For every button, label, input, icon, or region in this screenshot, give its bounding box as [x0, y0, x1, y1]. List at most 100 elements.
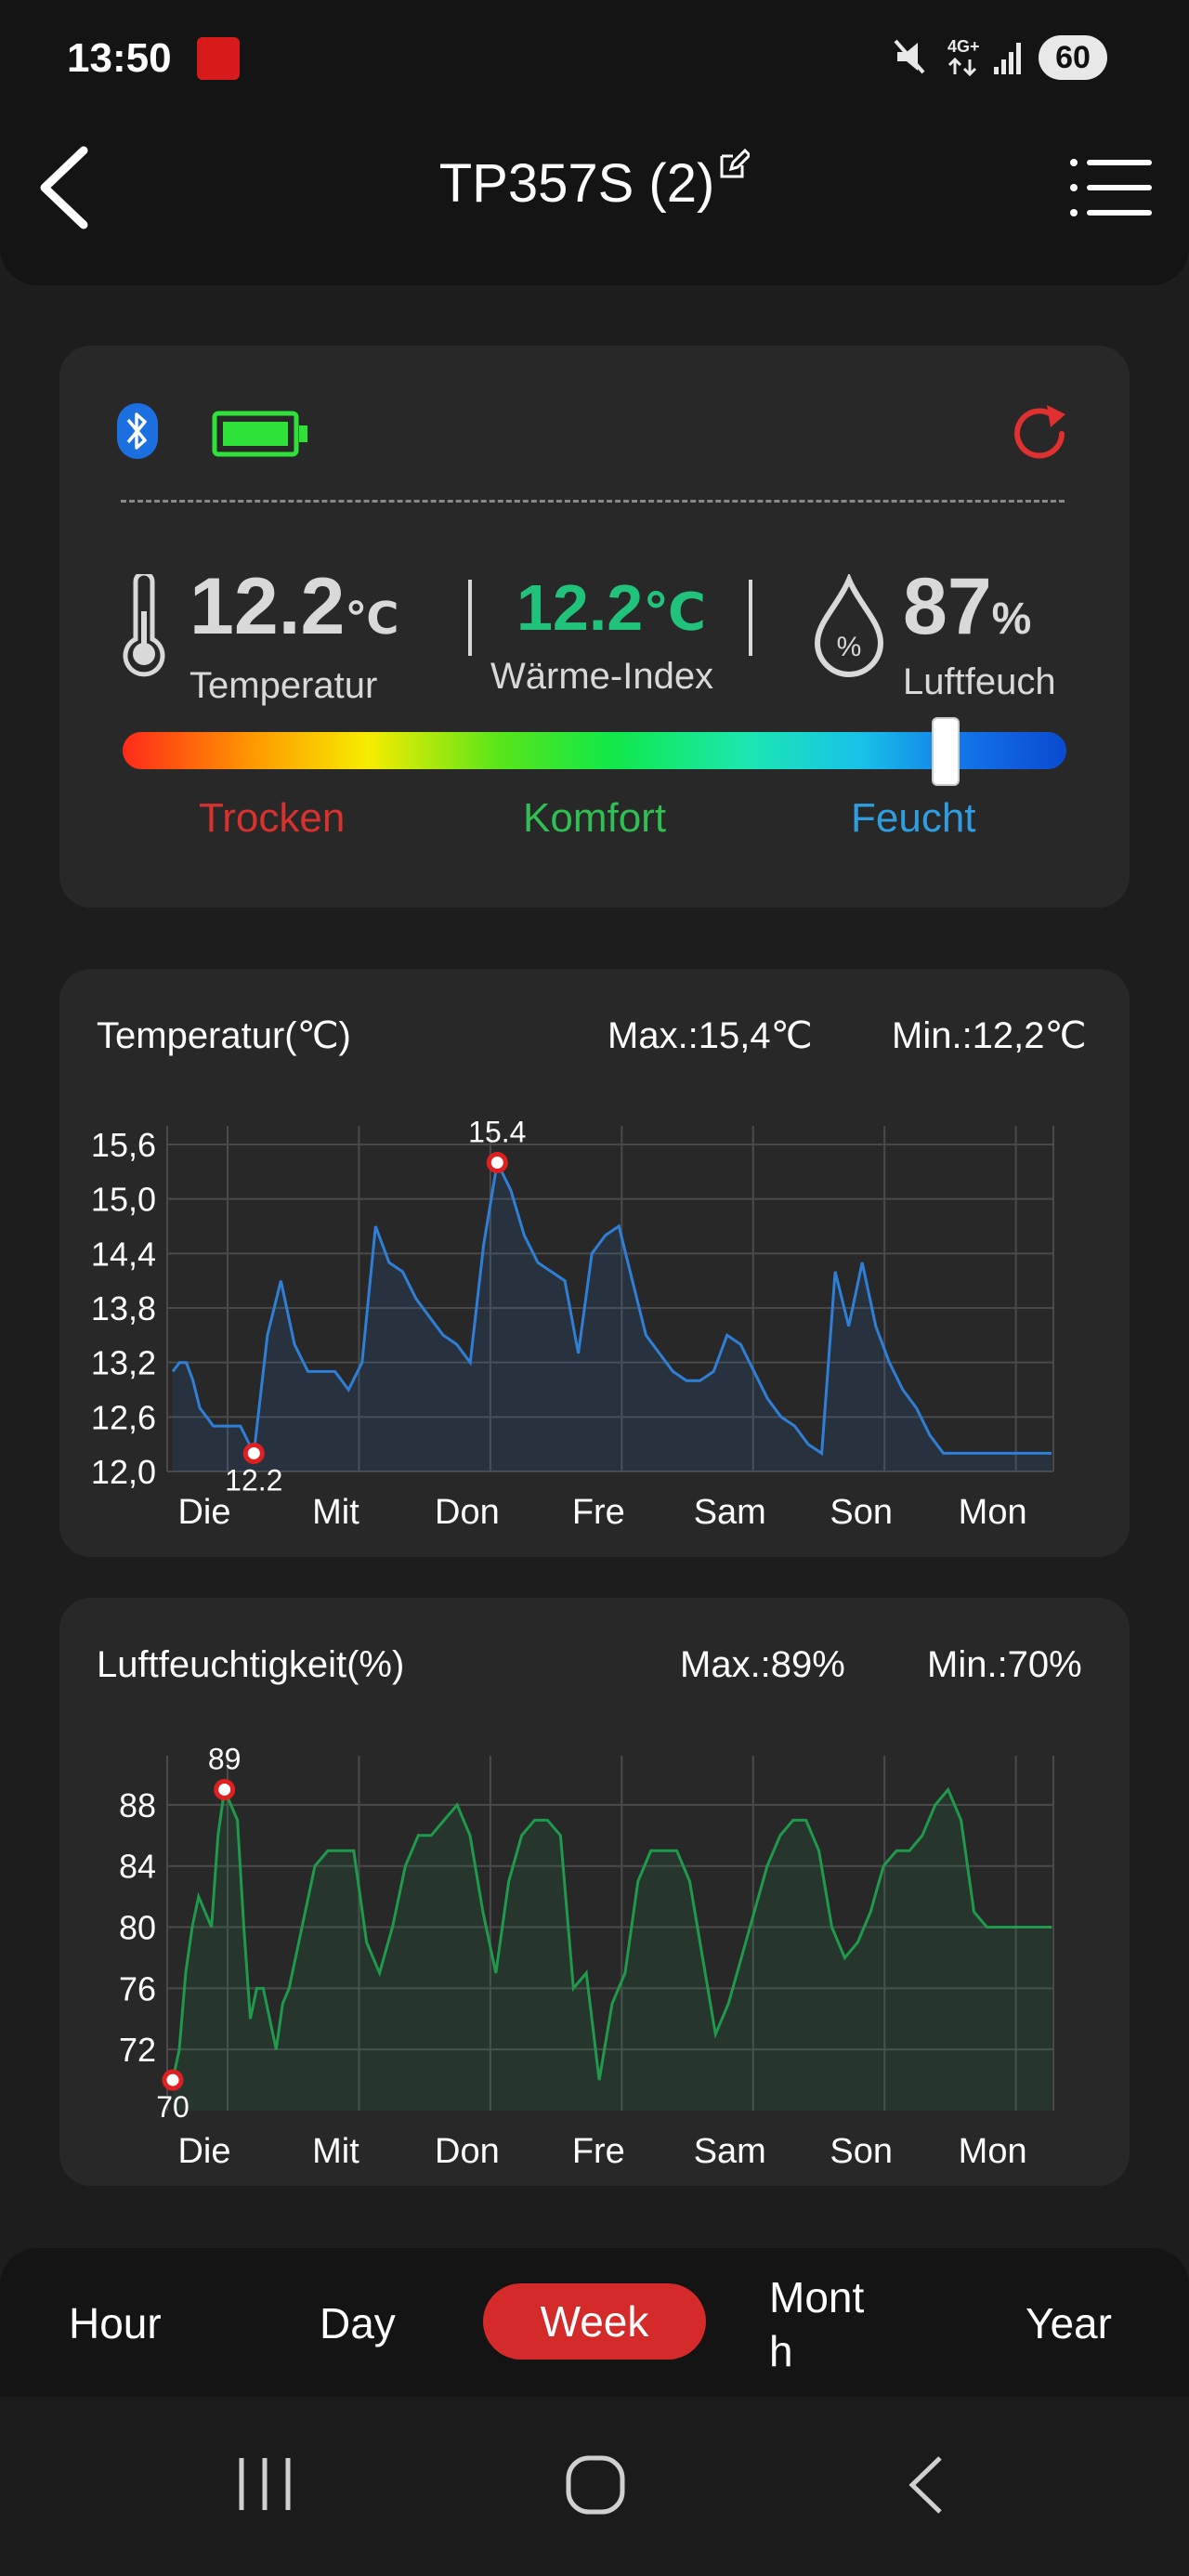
x-tick-label: Fre: [572, 1493, 625, 1532]
back-button[interactable]: [28, 139, 102, 232]
y-tick-label: 76: [119, 1969, 156, 2007]
temperature-unit: ℃: [345, 595, 399, 644]
refresh-icon: [1014, 405, 1065, 459]
temp-max-marker: [486, 1152, 508, 1174]
thermometer-icon: [123, 574, 165, 677]
temp-chart-max: Max.:15,4℃: [608, 1015, 813, 1056]
humidity-value: 87: [903, 562, 992, 651]
y-tick-label: 15,6: [91, 1126, 156, 1164]
hum-chart-max: Max.:89%: [680, 1644, 845, 1685]
heat-index-reading: 12.2℃: [516, 570, 706, 645]
x-tick-label: Mit: [312, 2132, 359, 2171]
temp-chart-title: Temperatur(℃): [97, 1015, 351, 1056]
y-tick-label: 88: [119, 1786, 156, 1824]
temp-min-marker: [242, 1442, 265, 1464]
temperature-chart: 15,6 15,0 14,4 13,8 13,2 12,6 12,0 Die Mit Don Fre…: [91, 1116, 1054, 1532]
page-title[interactable]: TP357S (2): [0, 149, 1189, 215]
edit-icon[interactable]: [718, 149, 751, 180]
humidity-chart-card: [59, 1598, 1130, 2186]
hum-area: [173, 1789, 1052, 2111]
recent-apps-button[interactable]: [232, 2452, 297, 2517]
humidity-chart: 88 84 80 76 72 Die Mit Don Fre Sam Son Mon 89 70: [119, 1742, 1054, 2171]
menu-list-icon: [1070, 159, 1152, 216]
recent-apps-icon: [239, 2458, 291, 2510]
menu-button[interactable]: [1066, 153, 1156, 223]
tab-hour[interactable]: Hour: [69, 2299, 162, 2347]
status-time: 13:50: [67, 35, 172, 81]
x-tick-label: Don: [435, 1493, 500, 1532]
chevron-left-icon: [40, 146, 88, 229]
zone-dry-label: Trocken: [199, 795, 346, 841]
temperature-value: 12.2: [189, 562, 346, 651]
y-tick-label: 15,0: [91, 1181, 156, 1219]
tab-week[interactable]: Week: [483, 2283, 706, 2360]
hum-chart-min: Min.:70%: [927, 1644, 1082, 1685]
svg-text:%: %: [837, 632, 862, 662]
y-tick-label: 12,0: [91, 1453, 156, 1491]
separator: [749, 580, 752, 656]
y-tick-label: 13,8: [91, 1289, 156, 1327]
x-tick-label: Die: [177, 2132, 230, 2171]
bluetooth-icon: [117, 403, 158, 459]
home-icon: [566, 2455, 625, 2515]
hum-line: [171, 1784, 1052, 2081]
network-icon: 4G+: [947, 37, 980, 77]
heat-index-unit: ℃: [643, 582, 707, 641]
y-tick-label: 80: [119, 1909, 156, 1947]
x-tick-label: Son: [830, 1493, 893, 1532]
x-tick-label: Son: [830, 2132, 893, 2171]
temp-min-label: 12.2: [225, 1463, 282, 1497]
refresh-button[interactable]: [1008, 401, 1073, 466]
zone-comfort-label: Komfort: [523, 795, 667, 841]
signal-icon: [994, 43, 1021, 74]
hum-max-label: 89: [208, 1742, 242, 1775]
y-tick-label: 13,2: [91, 1344, 156, 1382]
app-notification-icon: [197, 37, 240, 80]
humidity-drop-icon: %: [814, 574, 884, 677]
tab-day[interactable]: Day: [320, 2299, 396, 2347]
home-button[interactable]: [563, 2452, 628, 2517]
temperature-chart-card: [59, 969, 1130, 1557]
system-navigation-bar: [0, 2397, 1189, 2576]
device-name: TP357S (2): [438, 153, 715, 214]
hum-min-marker: [162, 2069, 184, 2091]
temp-area: [173, 1162, 1052, 1471]
x-tick-label: Fre: [572, 2132, 625, 2171]
humidity-reading: 87%: [903, 561, 1031, 653]
y-tick-label: 84: [119, 1848, 156, 1886]
temp-line: [171, 1157, 1052, 1458]
humidity-unit: %: [991, 595, 1032, 644]
x-tick-label: Don: [435, 2132, 500, 2171]
x-tick-label: Mon: [959, 1493, 1027, 1532]
comfort-gradient-bar: [123, 732, 1066, 769]
divider: [121, 500, 1065, 503]
hum-max-marker: [214, 1778, 236, 1800]
humidity-label: Luftfeuch: [903, 661, 1056, 702]
heat-index-label: Wärme-Index: [490, 656, 714, 697]
y-tick-label: 12,6: [91, 1398, 156, 1436]
temp-max-label: 15.4: [468, 1116, 526, 1149]
battery-indicator: 60: [1039, 35, 1107, 80]
x-tick-label: Sam: [694, 2132, 766, 2171]
x-tick-label: Sam: [694, 1493, 766, 1532]
temperature-label: Temperatur: [189, 665, 378, 706]
system-back-icon: [908, 2456, 942, 2514]
zone-humid-label: Feucht: [851, 795, 976, 841]
hum-chart-title: Luftfeuchtigkeit(%): [97, 1644, 405, 1685]
tab-year[interactable]: Year: [1026, 2299, 1112, 2347]
temp-chart-min: Min.:12,2℃: [892, 1015, 1087, 1056]
svg-text:4G+: 4G+: [947, 37, 980, 56]
x-tick-label: Die: [177, 1493, 230, 1532]
temperature-reading: 12.2℃: [189, 561, 399, 653]
x-tick-label: Mit: [312, 1493, 359, 1532]
tab-month[interactable]: Month: [769, 2273, 865, 2375]
system-back-button[interactable]: [899, 2452, 955, 2517]
status-icons: 4G+: [894, 37, 1021, 77]
humidity-level-marker: [931, 717, 960, 786]
y-tick-label: 14,4: [91, 1235, 156, 1273]
y-tick-label: 72: [119, 2031, 156, 2069]
battery-full-icon: [212, 411, 307, 457]
separator: [468, 580, 472, 656]
heat-index-value: 12.2: [516, 571, 644, 644]
mute-icon: [894, 39, 925, 74]
